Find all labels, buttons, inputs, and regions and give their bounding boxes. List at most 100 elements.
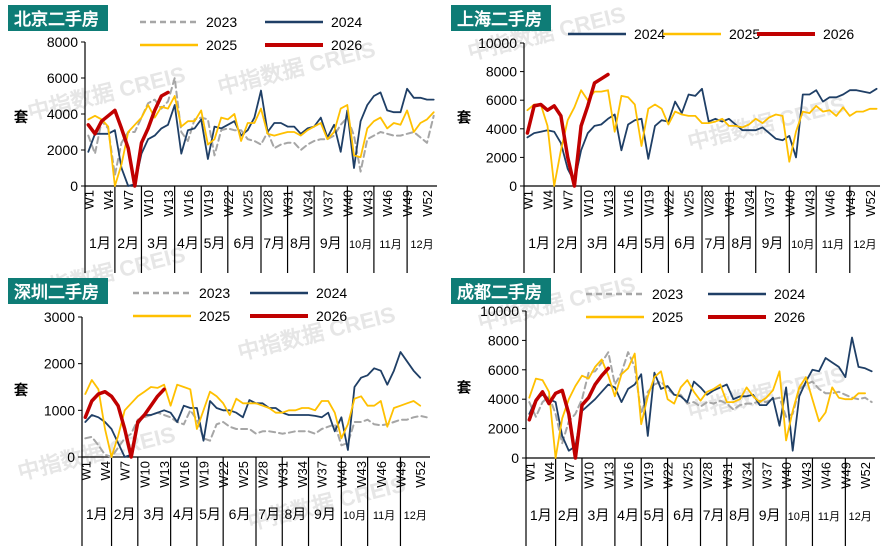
month-label: 8月 xyxy=(729,507,751,523)
legend-label: 2023 xyxy=(206,14,237,30)
month-label: 6月 xyxy=(673,507,695,523)
month-label: 9月 xyxy=(759,507,781,523)
month-label: 9月 xyxy=(320,235,342,251)
y-tick-label: 6000 xyxy=(47,70,78,86)
y-tick-label: 8000 xyxy=(488,332,519,348)
x-tick-label: W43 xyxy=(799,462,814,489)
x-tick-label: W1 xyxy=(81,190,96,210)
y-tick-label: 4000 xyxy=(486,121,517,137)
series-line-2023 xyxy=(87,77,435,177)
x-tick-label: W4 xyxy=(542,462,557,482)
y-tick-label: 4000 xyxy=(488,391,519,407)
x-tick-label: W49 xyxy=(843,190,858,217)
x-tick-label: W13 xyxy=(601,462,616,489)
x-tick-label: W13 xyxy=(161,190,176,217)
x-tick-label: W22 xyxy=(216,461,231,488)
month-label: 1月 xyxy=(86,506,108,522)
x-tick-label: W16 xyxy=(621,462,636,489)
x-tick-label: W4 xyxy=(98,461,113,481)
x-tick-label: W46 xyxy=(823,190,838,217)
x-tick-label: W13 xyxy=(601,190,616,217)
legend-label: 2024 xyxy=(774,286,805,302)
x-tick-label: W19 xyxy=(201,190,216,217)
month-label: 12月 xyxy=(849,511,872,523)
y-axis-label: 套 xyxy=(14,109,28,125)
x-tick-label: W34 xyxy=(740,462,755,489)
x-tick-label: W52 xyxy=(413,461,428,488)
month-label: 3月 xyxy=(143,506,165,522)
month-label: 4月 xyxy=(617,507,639,523)
x-tick-label: W10 xyxy=(582,462,597,489)
x-tick-label: W34 xyxy=(300,190,315,217)
month-label: 2月 xyxy=(117,235,139,251)
x-tick-label: W19 xyxy=(641,190,656,217)
legend-label: 2025 xyxy=(206,37,237,53)
x-tick-label: W22 xyxy=(661,462,676,489)
x-tick-label: W25 xyxy=(680,462,695,489)
y-tick-label: 2000 xyxy=(44,356,75,372)
month-label: 5月 xyxy=(644,507,666,523)
month-label: 5月 xyxy=(644,235,666,251)
x-tick-label: W28 xyxy=(256,461,271,488)
month-label: 7月 xyxy=(258,506,280,522)
month-label: 8月 xyxy=(731,235,753,251)
month-label: 9月 xyxy=(314,506,336,522)
y-tick-label: 0 xyxy=(509,178,517,194)
x-tick-label: W16 xyxy=(621,190,636,217)
x-tick-label: W31 xyxy=(722,190,737,217)
title-badge xyxy=(451,278,551,304)
month-label: 10月 xyxy=(788,511,811,523)
month-label: 7月 xyxy=(703,507,725,523)
month-label: 3月 xyxy=(588,507,610,523)
month-label: 7月 xyxy=(705,235,727,251)
y-tick-label: 8000 xyxy=(47,34,78,50)
chart-title: 深圳二手房 xyxy=(14,282,99,302)
x-tick-label: W28 xyxy=(700,462,715,489)
month-label: 6月 xyxy=(674,235,696,251)
x-tick-label: W1 xyxy=(522,462,537,482)
month-label: 2月 xyxy=(114,506,136,522)
legend-label: 2024 xyxy=(634,26,665,42)
month-label: 11月 xyxy=(379,239,401,251)
month-label: 11月 xyxy=(373,510,395,522)
month-label: 5月 xyxy=(204,235,226,251)
month-label: 10月 xyxy=(343,510,366,522)
legend-label: 2026 xyxy=(823,26,854,42)
x-tick-label: W37 xyxy=(759,462,774,489)
y-tick-label: 2000 xyxy=(486,149,517,165)
x-tick-label: W40 xyxy=(779,462,794,489)
watermark: 中指数据 CREIS xyxy=(15,422,178,485)
title-badge xyxy=(451,5,551,31)
chart-title: 北京二手房 xyxy=(14,9,99,29)
month-label: 1月 xyxy=(530,507,552,523)
y-tick-label: 6000 xyxy=(486,92,517,108)
chart-title: 成都二手房 xyxy=(457,282,542,302)
x-tick-label: W7 xyxy=(118,461,133,481)
y-tick-label: 8000 xyxy=(486,64,517,80)
x-tick-label: W19 xyxy=(641,462,656,489)
legend-label: 2026 xyxy=(331,37,362,53)
legend-label: 2025 xyxy=(729,26,760,42)
x-tick-label: W13 xyxy=(157,461,172,488)
x-tick-label: W46 xyxy=(819,462,834,489)
x-tick-label: W49 xyxy=(400,190,415,217)
x-tick-label: W25 xyxy=(241,190,256,217)
x-tick-label: W7 xyxy=(562,462,577,482)
series-line-2024 xyxy=(526,87,878,183)
series-line-2025 xyxy=(87,95,435,187)
month-label: 1月 xyxy=(528,235,550,251)
series-line-2025 xyxy=(84,379,422,458)
month-label: 12月 xyxy=(404,510,427,522)
month-label: 8月 xyxy=(290,235,312,251)
x-tick-label: W40 xyxy=(334,461,349,488)
series-line-2026 xyxy=(83,387,166,459)
x-tick-label: W37 xyxy=(320,190,335,217)
x-tick-label: W37 xyxy=(315,461,330,488)
x-tick-label: W40 xyxy=(782,190,797,217)
x-tick-label: W43 xyxy=(360,190,375,217)
x-tick-label: W22 xyxy=(661,190,676,217)
month-label: 10月 xyxy=(791,239,814,251)
